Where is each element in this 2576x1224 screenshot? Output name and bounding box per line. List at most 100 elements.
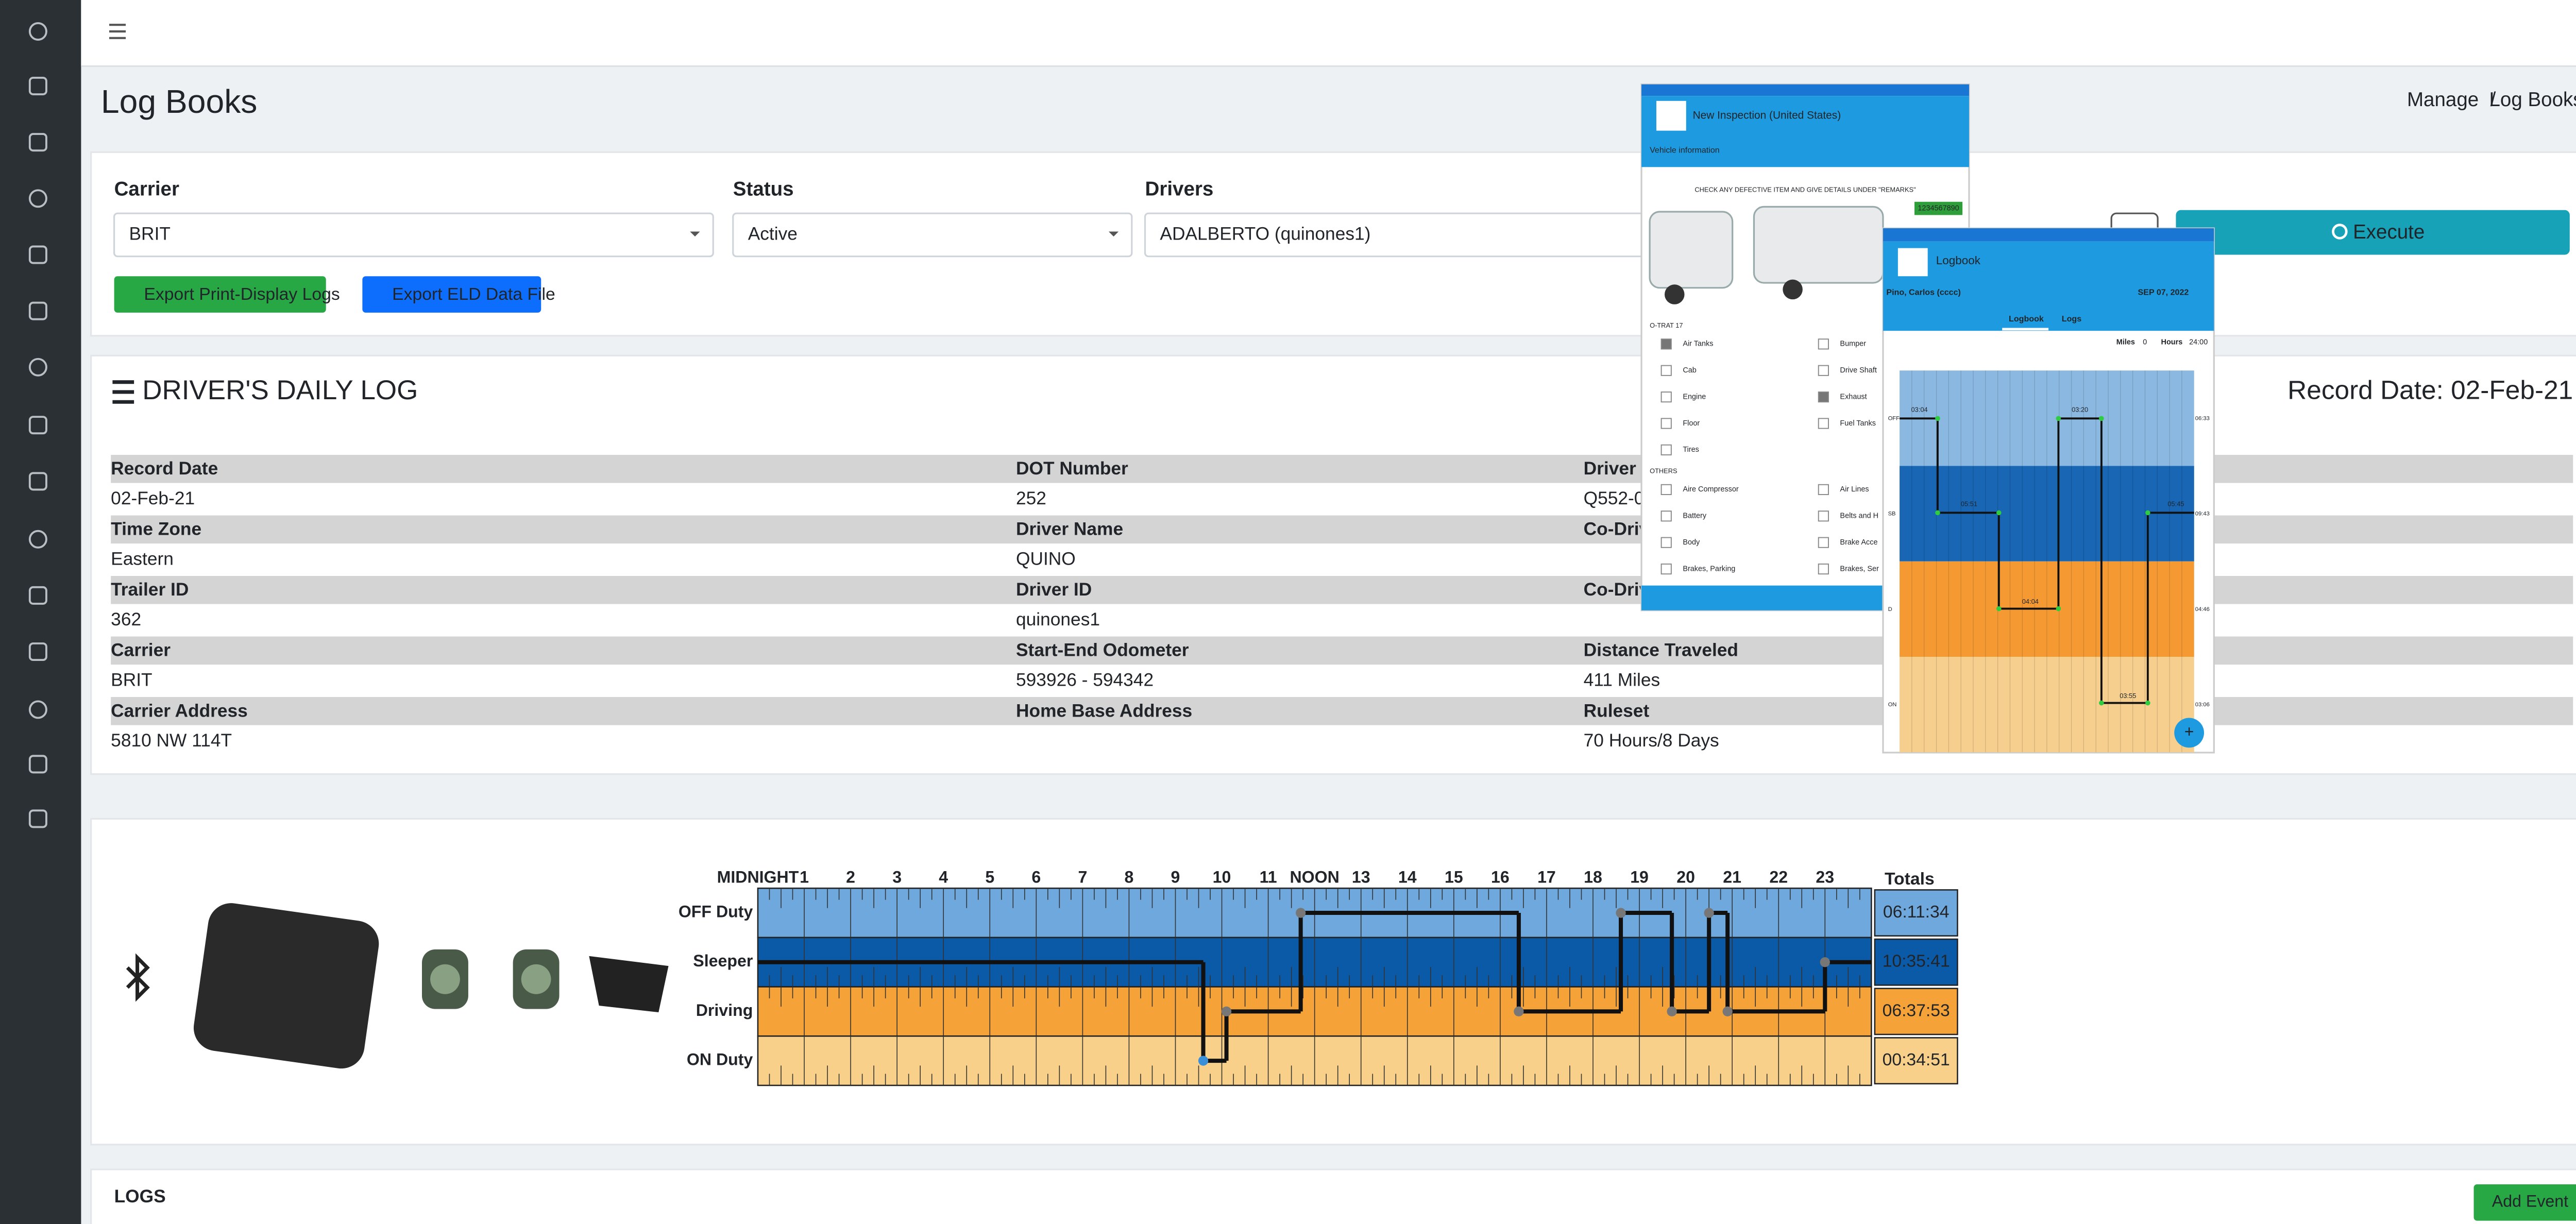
- record-date: Record Date: 02-Feb-21: [2287, 375, 2573, 405]
- field-value: 252: [1016, 488, 1046, 508]
- sidebar-icon[interactable]: [28, 586, 47, 605]
- status-label: Sleeper: [693, 951, 753, 970]
- checklist-item: Brakes, Ser: [1840, 565, 1879, 573]
- hour-label: 17: [1537, 868, 1556, 886]
- filter-select[interactable]: [732, 212, 1133, 258]
- sidebar-icon[interactable]: [28, 472, 47, 491]
- add-event-button[interactable]: [2473, 1184, 2576, 1221]
- field-label: Carrier Address: [111, 701, 248, 721]
- field-value: 02-Feb-21: [111, 488, 195, 508]
- field-label: Co-Driv: [1584, 519, 1650, 539]
- event-dot: [1616, 908, 1626, 918]
- breadcrumb-link: Manage: [2407, 89, 2479, 111]
- checklist-item: Cab: [1683, 366, 1697, 375]
- hour-label: 4: [939, 868, 948, 886]
- checkbox[interactable]: [1660, 511, 1672, 522]
- field-value: 411 Miles: [1584, 670, 1660, 690]
- checkbox[interactable]: [1818, 365, 1829, 376]
- sidebar-icon[interactable]: [28, 133, 47, 152]
- hour-label: 10: [1213, 868, 1231, 886]
- checkbox[interactable]: [1818, 418, 1829, 429]
- logs-title: LOGS: [114, 1186, 166, 1206]
- field-value: 70 Hours/8 Days: [1584, 730, 1719, 751]
- logbook-dot: [2099, 700, 2104, 706]
- miles-label: Miles: [2116, 338, 2135, 346]
- hour-label: NOON: [1290, 868, 1339, 886]
- checkbox[interactable]: [1818, 338, 1829, 350]
- filter-label: Drivers: [1145, 178, 1214, 200]
- filter-select[interactable]: [113, 212, 714, 258]
- field-label: Driver I: [1584, 458, 1647, 479]
- logbook-row-label: SB: [1888, 511, 1896, 517]
- total-value: 00:34:51: [1883, 1050, 1950, 1069]
- sidebar-icon[interactable]: [28, 245, 47, 264]
- event-dot: [1667, 1006, 1677, 1017]
- checkbox[interactable]: [1818, 484, 1829, 495]
- status-label: Driving: [696, 1001, 753, 1019]
- checkbox[interactable]: [1660, 537, 1672, 548]
- logbook-line: [1900, 417, 2194, 704]
- checkbox[interactable]: [1660, 418, 1672, 429]
- checkbox[interactable]: [1818, 537, 1829, 548]
- sidebar-icon[interactable]: [28, 22, 47, 41]
- execute-button[interactable]: [2176, 210, 2570, 255]
- checkbox[interactable]: [1660, 563, 1672, 575]
- sidebar-icon[interactable]: [28, 189, 47, 208]
- checkbox[interactable]: [1818, 391, 1829, 403]
- hour-label: MIDNIGHT: [717, 868, 799, 886]
- sidebar-icon[interactable]: [28, 76, 47, 95]
- fab-icon: +: [2184, 722, 2194, 741]
- hour-label: 20: [1676, 868, 1695, 886]
- checklist-item: Aire Compressor: [1683, 485, 1739, 494]
- checkbox[interactable]: [1660, 391, 1672, 403]
- app-header: [1641, 96, 1969, 167]
- checklist-item: Bumper: [1840, 340, 1866, 348]
- checkbox[interactable]: [1660, 338, 1672, 350]
- sidebar-icon[interactable]: [28, 642, 47, 661]
- export-button[interactable]: [362, 276, 541, 313]
- sidebar-icon[interactable]: [28, 530, 47, 549]
- menu-toggle[interactable]: [109, 24, 126, 39]
- sidebar-icon[interactable]: [28, 416, 47, 435]
- sidebar-icon[interactable]: [28, 301, 47, 320]
- field-label: Record Date: [111, 458, 218, 479]
- hour-label: 14: [1398, 868, 1417, 886]
- logbook-time: 04:04: [2022, 598, 2039, 605]
- connector-face: [521, 964, 551, 994]
- connector-face: [430, 964, 460, 994]
- truck-wheel: [1783, 279, 1803, 300]
- total-box: [1874, 938, 1958, 986]
- checklist-item: Air Lines: [1840, 485, 1869, 494]
- miles-value: 0: [2143, 338, 2147, 346]
- sidebar-icon[interactable]: [28, 358, 47, 377]
- checkbox[interactable]: [1818, 511, 1829, 522]
- fab-button[interactable]: [2174, 718, 2205, 748]
- status-label: OFF Duty: [679, 903, 753, 921]
- filter-label: Carrier: [114, 178, 179, 200]
- total-box: [1874, 889, 1958, 937]
- checklist-item: Fuel Tanks: [1840, 419, 1876, 428]
- event-dot: [1820, 957, 1830, 967]
- checkbox[interactable]: [1660, 484, 1672, 495]
- checkbox[interactable]: [1660, 444, 1672, 455]
- logbook-dot: [2145, 700, 2150, 706]
- logbook-date: SEP 07, 2022: [2138, 288, 2189, 297]
- hour-label: 16: [1491, 868, 1510, 886]
- sidebar-icon[interactable]: [28, 755, 47, 774]
- export-button[interactable]: [114, 276, 326, 313]
- checkbox[interactable]: [1660, 365, 1672, 376]
- inspection-title: New Inspection (United States): [1693, 109, 1841, 121]
- status-label: ON Duty: [687, 1050, 753, 1069]
- sidebar-icon[interactable]: [28, 700, 47, 719]
- event-dot: [1198, 1056, 1209, 1066]
- hour-label: 8: [1125, 868, 1134, 886]
- logbook-tab: Logs: [2062, 314, 2081, 324]
- logbook-dot: [2099, 416, 2104, 421]
- event-dot: [1514, 1006, 1524, 1017]
- unit-number: 1234567890: [1918, 204, 1959, 212]
- select-caret: [690, 231, 700, 237]
- total-box: [1874, 988, 1958, 1035]
- sidebar-icon[interactable]: [28, 809, 47, 828]
- app-logo: [1656, 100, 1686, 131]
- checkbox[interactable]: [1818, 563, 1829, 575]
